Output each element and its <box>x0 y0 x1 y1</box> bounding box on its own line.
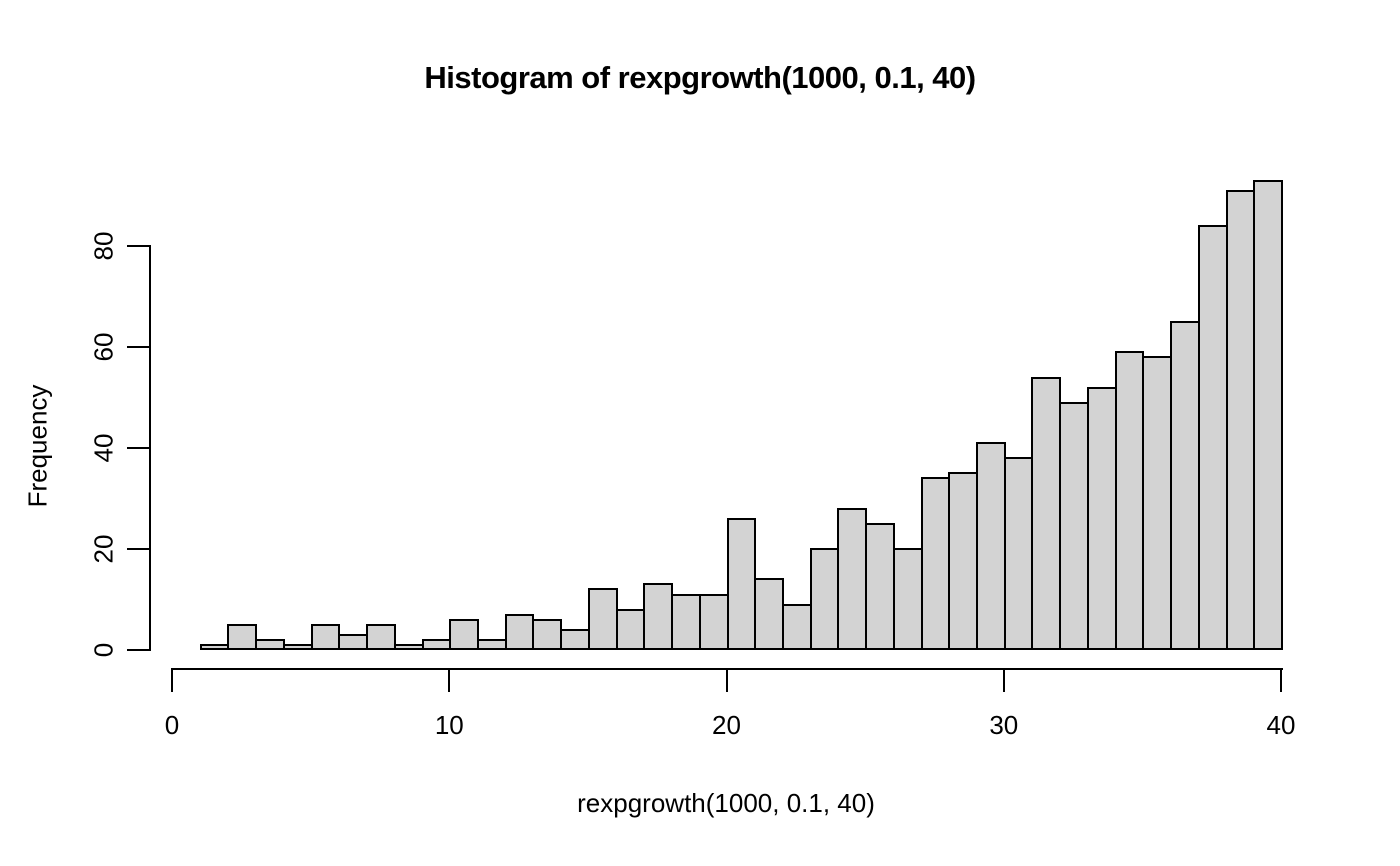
y-tick <box>127 346 150 349</box>
histogram-bar <box>1059 402 1089 650</box>
histogram-bar <box>1142 356 1172 650</box>
y-tick-label: 0 <box>88 642 119 658</box>
y-tick-label: 20 <box>88 534 119 564</box>
x-tick-label: 40 <box>1266 710 1296 740</box>
histogram-bar <box>921 477 950 650</box>
histogram-bar <box>671 594 701 650</box>
histogram-bar <box>200 644 229 650</box>
histogram-bar <box>699 594 729 650</box>
x-tick-label: 20 <box>712 710 741 740</box>
y-tick <box>127 649 150 651</box>
histogram-bar <box>227 624 257 650</box>
y-tick-label: 60 <box>88 332 119 362</box>
y-tick-label: 40 <box>88 433 119 463</box>
x-tick-label: 10 <box>434 710 464 740</box>
y-tick <box>127 447 150 450</box>
histogram-bar <box>283 644 313 650</box>
histogram-bar <box>1170 321 1200 650</box>
histogram-bar <box>1198 225 1228 650</box>
y-tick <box>127 245 150 248</box>
histogram-bar <box>810 548 839 650</box>
histogram-bar <box>643 583 673 650</box>
histogram-bar <box>782 604 812 650</box>
histogram-bar <box>865 523 895 650</box>
histogram-bar <box>394 644 424 650</box>
histogram-bar <box>948 472 978 650</box>
histogram-bar <box>1087 387 1117 650</box>
histogram-bar <box>311 624 340 650</box>
histogram-bar <box>422 639 451 650</box>
y-axis-line <box>149 245 151 651</box>
chart-title: Histogram of rexpgrowth(1000, 0.1, 40) <box>424 60 976 95</box>
histogram-bar <box>1031 377 1061 650</box>
x-tick-label: 30 <box>989 710 1019 740</box>
histogram-bar <box>893 548 923 650</box>
histogram-bar <box>505 614 534 650</box>
x-tick <box>448 668 451 692</box>
x-tick <box>171 668 173 692</box>
x-tick <box>1002 668 1005 692</box>
histogram-bar <box>588 588 618 650</box>
histogram-bar <box>560 629 590 650</box>
histogram-bar <box>1115 351 1144 650</box>
x-tick <box>1280 668 1282 692</box>
histogram-bar <box>1004 457 1033 650</box>
y-tick-label: 80 <box>88 231 119 261</box>
x-tick-label: 0 <box>164 710 180 740</box>
x-tick <box>725 668 728 692</box>
histogram-bar <box>366 624 396 650</box>
histogram-bar <box>976 442 1006 650</box>
histogram-bar <box>837 508 867 650</box>
histogram-bar <box>1253 180 1283 650</box>
histogram-bar <box>532 619 562 650</box>
histogram-bar <box>477 639 507 650</box>
histogram-bar <box>616 609 645 650</box>
y-tick <box>127 548 150 551</box>
x-axis-title: rexpgrowth(1000, 0.1, 40) <box>577 788 875 818</box>
histogram-bar <box>449 619 479 650</box>
histogram-bar <box>754 578 784 650</box>
histogram-bar <box>727 518 756 650</box>
histogram-bar <box>255 639 285 650</box>
histogram-bar <box>1226 190 1255 650</box>
y-axis-title: Frequency <box>22 384 53 508</box>
histogram-bar <box>338 634 368 650</box>
